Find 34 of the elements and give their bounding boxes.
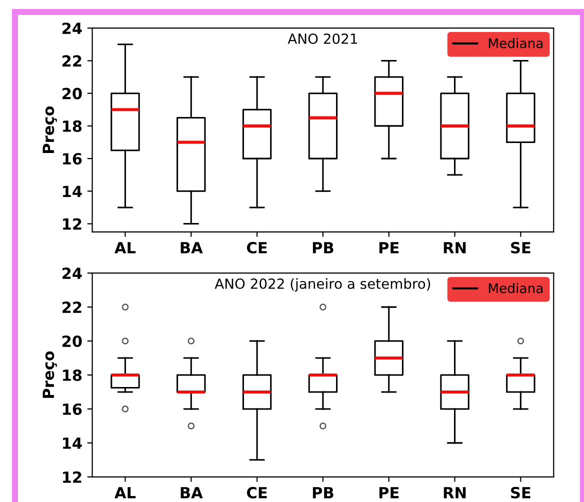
x-tick-label: BA	[180, 242, 203, 254]
y-tick-label: 14	[63, 186, 82, 197]
legend-label: Mediana	[488, 282, 543, 294]
x-tick-label: SE	[511, 242, 530, 254]
x-tick-label: PE	[379, 487, 399, 498]
chart-title: ANO 2021	[288, 33, 357, 44]
y-tick-label: 16	[63, 403, 82, 415]
x-tick-label: RN	[444, 242, 466, 254]
y-tick-label: 20	[62, 335, 82, 348]
x-tick-label: BA	[180, 487, 203, 498]
legend-label: Mediana	[488, 38, 543, 48]
y-tick-label: 24	[62, 268, 82, 279]
x-tick-label: CE	[246, 486, 267, 498]
y-tick-label: 12	[63, 218, 82, 230]
y-tick-label: 22	[62, 302, 82, 313]
x-tick-label: AL	[114, 487, 136, 498]
x-tick-label: PE	[379, 242, 399, 254]
y-tick-label: 18	[63, 369, 82, 382]
y-tick-label: 14	[63, 438, 82, 449]
y-tick-label: 20	[62, 88, 82, 100]
x-tick-label: PB	[312, 487, 334, 498]
x-tick-label: PB	[312, 242, 334, 254]
x-tick-label: SE	[511, 486, 530, 498]
chart-title: ANO 2022 (janeiro a setembro)	[214, 278, 430, 292]
y-tick-label: 12	[63, 471, 82, 483]
y-axis-title: Preço	[42, 106, 57, 153]
y-axis-title: Preço	[42, 351, 57, 398]
y-tick-label: 22	[62, 55, 82, 67]
y-tick-label: 24	[62, 22, 82, 34]
x-tick-label: RN	[444, 487, 466, 498]
x-tick-label: CE	[246, 242, 267, 254]
y-tick-label: 16	[63, 153, 82, 165]
x-tick-label: AL	[114, 242, 136, 254]
y-tick-label: 18	[63, 120, 82, 132]
